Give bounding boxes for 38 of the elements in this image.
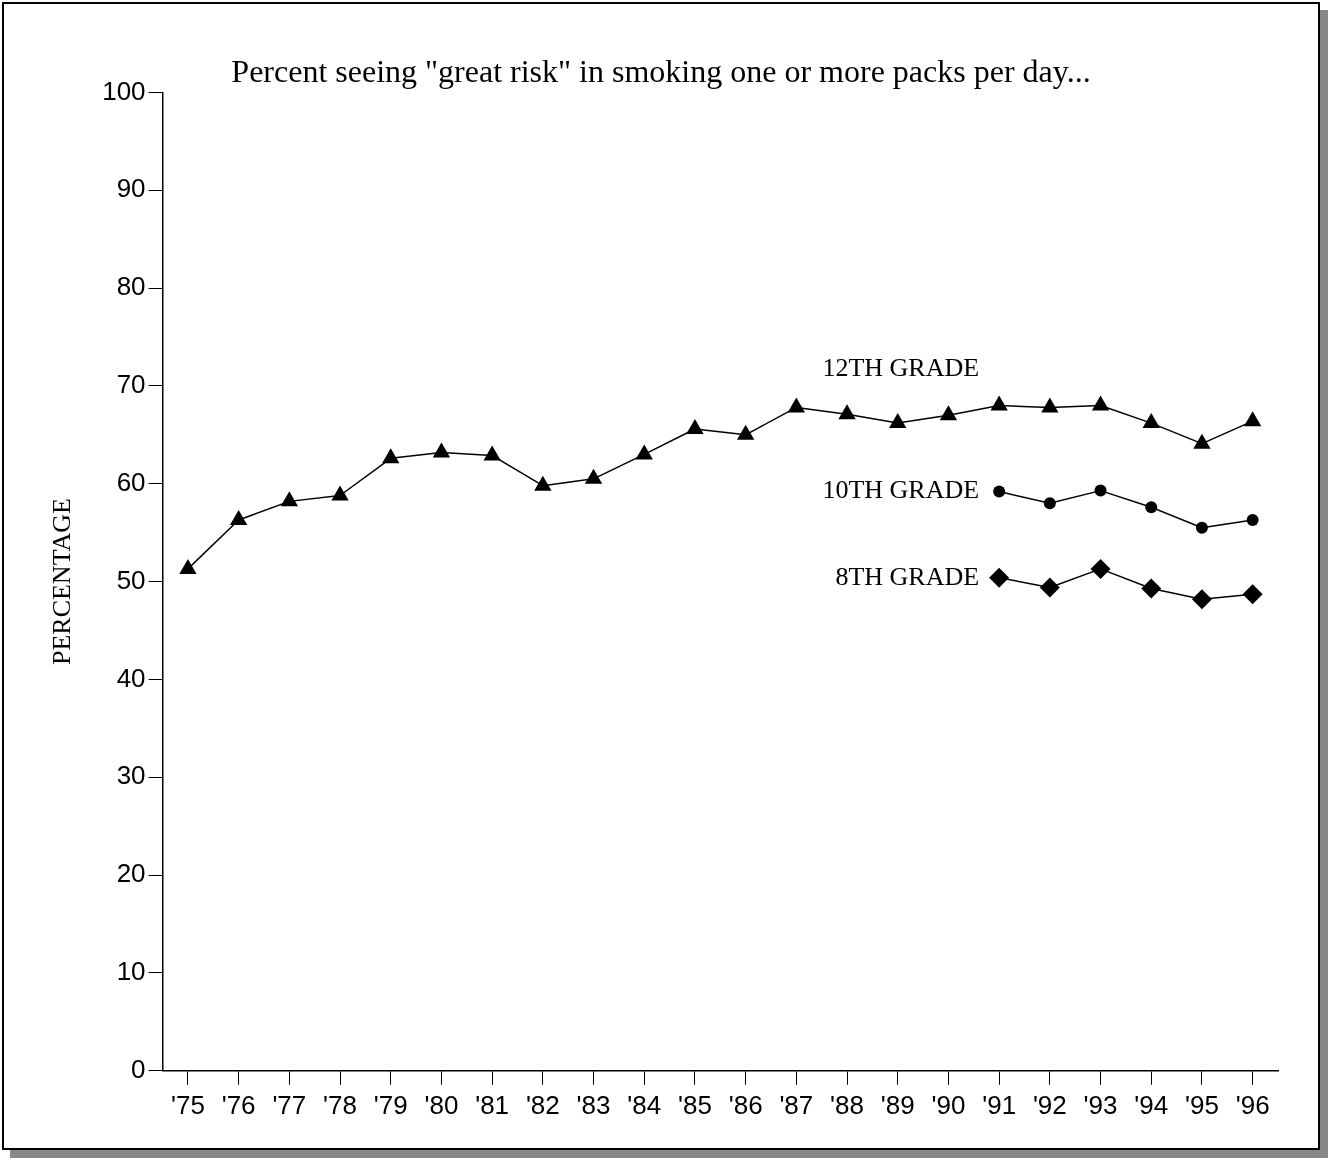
x-tick-label: '78 — [323, 1089, 357, 1120]
x-tick-label: '93 — [1083, 1089, 1118, 1120]
x-tick-label: '94 — [1134, 1089, 1169, 1120]
x-tick-label: '92 — [1032, 1089, 1067, 1120]
y-tick-label: 40 — [116, 662, 146, 693]
y-tick-label: 50 — [116, 564, 146, 595]
series-label: 8TH GRADE — [835, 561, 980, 591]
x-tick-label: '80 — [424, 1089, 459, 1120]
x-tick-label: '95 — [1185, 1089, 1219, 1120]
series-label: 10TH GRADE — [822, 475, 980, 505]
x-tick-label: '85 — [677, 1089, 712, 1120]
x-tick-label: '83 — [576, 1089, 611, 1120]
x-tick-label: '88 — [830, 1089, 864, 1120]
y-tick-label: 100 — [102, 75, 146, 106]
x-tick-label: '90 — [931, 1089, 966, 1120]
y-tick-label: 80 — [116, 271, 146, 302]
x-tick-label: '76 — [221, 1089, 256, 1120]
y-tick-label: 70 — [116, 369, 146, 400]
y-tick-label: 10 — [116, 956, 146, 987]
x-tick-label: '84 — [627, 1089, 662, 1120]
x-tick-label: '77 — [272, 1089, 307, 1120]
x-tick-label: '96 — [1235, 1089, 1270, 1120]
y-tick-label: 60 — [116, 466, 146, 497]
series-label: 12TH GRADE — [822, 353, 980, 383]
x-tick-label: '86 — [728, 1089, 763, 1120]
x-tick-label: '91 — [982, 1089, 1017, 1120]
x-tick-label: '87 — [779, 1089, 814, 1120]
y-axis-title: PERCENTAGE — [47, 498, 77, 666]
chart-title: Percent seeing "great risk" in smoking one or more packs per day... — [231, 52, 1091, 89]
y-tick-label: 20 — [116, 858, 146, 889]
x-tick-label: '75 — [170, 1089, 205, 1120]
x-tick-label: '89 — [880, 1089, 915, 1120]
x-tick-label: '81 — [475, 1089, 510, 1120]
x-tick-label: '82 — [525, 1089, 560, 1120]
y-tick-label: 0 — [131, 1053, 146, 1084]
y-tick-label: 30 — [116, 760, 146, 791]
x-tick-label: '79 — [373, 1089, 408, 1120]
y-tick-label: 90 — [116, 173, 146, 204]
